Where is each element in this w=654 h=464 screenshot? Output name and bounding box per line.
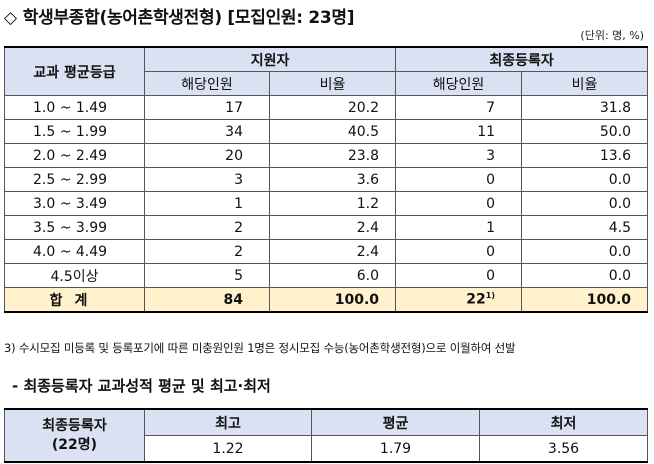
applicant-ratio-cell: 3.6: [268, 167, 397, 192]
total-registered-count-value: 22: [466, 291, 486, 308]
applicants-header: 지원자: [143, 46, 397, 72]
footnote-marker: 1): [485, 291, 496, 301]
applicant-count-cell: 3: [144, 167, 270, 192]
table-row: 1.5 ~ 1.99 34 40.5 11 50.0: [4, 119, 649, 144]
grade-cell: 2.5 ~ 2.99: [4, 167, 145, 192]
registered-ratio-cell: 4.5: [521, 215, 649, 240]
applicant-ratio-cell: 23.8: [268, 143, 397, 168]
summary-table: 최종등록자 (22명) 최고 평균 최저 1.22 1.79 3.56: [4, 408, 648, 463]
registered-ratio-cell: 0.0: [521, 263, 649, 288]
summary-row-header-line2: (22명): [51, 436, 98, 453]
applicants-ratio-header: 비율: [268, 71, 397, 96]
total-registered-ratio: 100.0: [521, 287, 649, 313]
grade-cell: 3.5 ~ 3.99: [4, 215, 145, 240]
registered-ratio-header: 비율: [521, 71, 649, 96]
grade-cell: 3.0 ~ 3.49: [4, 191, 145, 216]
table-row: 2.0 ~ 2.49 20 23.8 3 13.6: [4, 143, 649, 168]
total-label: 합계: [4, 287, 145, 313]
table-row: 1.0 ~ 1.49 17 20.2 7 31.8: [4, 95, 649, 120]
applicant-ratio-cell: 1.2: [268, 191, 397, 216]
avg-header: 평균: [311, 408, 480, 436]
registered-ratio-cell: 13.6: [521, 143, 649, 168]
grade-header: 교과 평균등급: [4, 46, 145, 96]
table-row: 4.5이상 5 6.0 0 0.0: [4, 263, 649, 288]
applicant-ratio-cell: 40.5: [268, 119, 397, 144]
registered-count-cell: 11: [395, 119, 523, 144]
registered-count-cell: 0: [395, 263, 523, 288]
total-registered-count: 221): [395, 287, 523, 313]
registered-ratio-cell: 0.0: [521, 191, 649, 216]
diamond-icon: ◇: [4, 8, 17, 28]
registered-count-cell: 0: [395, 167, 523, 192]
table-row: 3.0 ~ 3.49 1 1.2 0 0.0: [4, 191, 649, 216]
section-title: - 최종등록자 교과성적 평균 및 최고·최저: [12, 377, 271, 395]
applicant-ratio-cell: 6.0: [268, 263, 397, 288]
applicant-count-cell: 2: [144, 239, 270, 264]
applicant-count-cell: 5: [144, 263, 270, 288]
summary-row-header-line1: 최종등록자: [42, 417, 107, 434]
min-value: 3.56: [479, 435, 648, 463]
registered-ratio-cell: 31.8: [521, 95, 649, 120]
total-applicant-count: 84: [144, 287, 270, 313]
unit-label: (단위: 명, %): [580, 29, 644, 42]
max-header: 최고: [144, 408, 312, 436]
applicant-count-cell: 20: [144, 143, 270, 168]
registered-ratio-cell: 0.0: [521, 167, 649, 192]
registered-ratio-cell: 0.0: [521, 239, 649, 264]
title-text: 학생부종합(농어촌학생전형) [모집인원: 23명]: [22, 8, 355, 28]
applicant-count-cell: 1: [144, 191, 270, 216]
total-row: 합계 84 100.0 221) 100.0: [4, 287, 649, 313]
registered-count-cell: 3: [395, 143, 523, 168]
total-applicant-ratio: 100.0: [268, 287, 397, 313]
max-value: 1.22: [144, 435, 312, 463]
registered-count-cell: 0: [395, 191, 523, 216]
applicant-count-cell: 17: [144, 95, 270, 120]
table-row: 4.0 ~ 4.49 2 2.4 0 0.0: [4, 239, 649, 264]
applicant-ratio-cell: 20.2: [268, 95, 397, 120]
grade-distribution-table: 교과 평균등급 지원자 최종등록자 해당인원 비율 해당인원 비율 1.0 ~ …: [4, 46, 649, 313]
footnote-text: 3) 수시모집 미등록 및 등록포기에 따른 미충원인원 1명은 정시모집 수능…: [4, 341, 516, 355]
min-header: 최저: [479, 408, 648, 436]
registered-count-header: 해당인원: [395, 71, 523, 96]
registered-ratio-cell: 50.0: [521, 119, 649, 144]
registered-count-cell: 7: [395, 95, 523, 120]
summary-row-header: 최종등록자 (22명): [4, 408, 145, 463]
registered-header: 최종등록자: [395, 46, 649, 72]
applicant-count-cell: 2: [144, 215, 270, 240]
grade-cell: 4.0 ~ 4.49: [4, 239, 145, 264]
registered-count-cell: 1: [395, 215, 523, 240]
grade-cell: 4.5이상: [4, 263, 145, 288]
table-row: 2.5 ~ 2.99 3 3.6 0 0.0: [4, 167, 649, 192]
applicant-ratio-cell: 2.4: [268, 239, 397, 264]
applicants-count-header: 해당인원: [144, 71, 270, 96]
applicant-ratio-cell: 2.4: [268, 215, 397, 240]
table-row: 3.5 ~ 3.99 2 2.4 1 4.5: [4, 215, 649, 240]
registered-count-cell: 0: [395, 239, 523, 264]
page-title: ◇ 학생부종합(농어촌학생전형) [모집인원: 23명]: [4, 3, 355, 28]
avg-value: 1.79: [311, 435, 480, 463]
grade-cell: 2.0 ~ 2.49: [4, 143, 145, 168]
grade-cell: 1.5 ~ 1.99: [4, 119, 145, 144]
grade-cell: 1.0 ~ 1.49: [4, 95, 145, 120]
applicant-count-cell: 34: [144, 119, 270, 144]
